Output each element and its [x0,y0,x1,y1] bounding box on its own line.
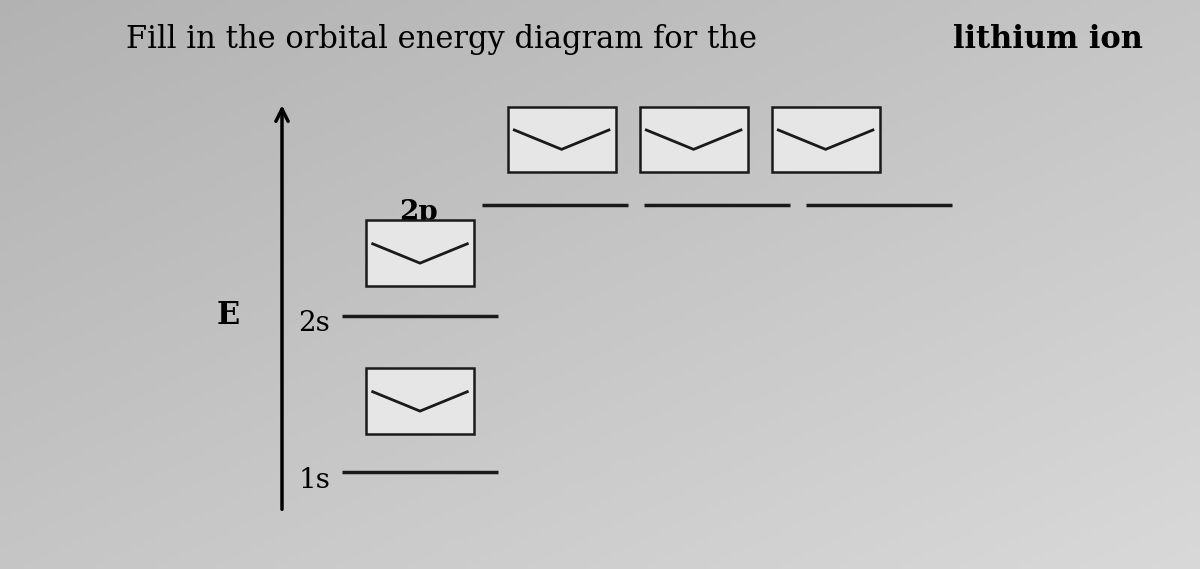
Bar [366,220,474,286]
Bar [640,107,748,172]
Text: .: . [1198,24,1200,55]
Text: 1s: 1s [298,467,330,494]
Bar [508,107,616,172]
Text: E: E [216,300,240,331]
Text: Fill in the orbital energy diagram for the: Fill in the orbital energy diagram for t… [126,24,767,55]
Bar [366,369,474,434]
Bar [772,107,880,172]
Text: lithium ion: lithium ion [953,24,1142,55]
Text: 2s: 2s [299,310,330,337]
Text: 2p: 2p [400,199,438,226]
